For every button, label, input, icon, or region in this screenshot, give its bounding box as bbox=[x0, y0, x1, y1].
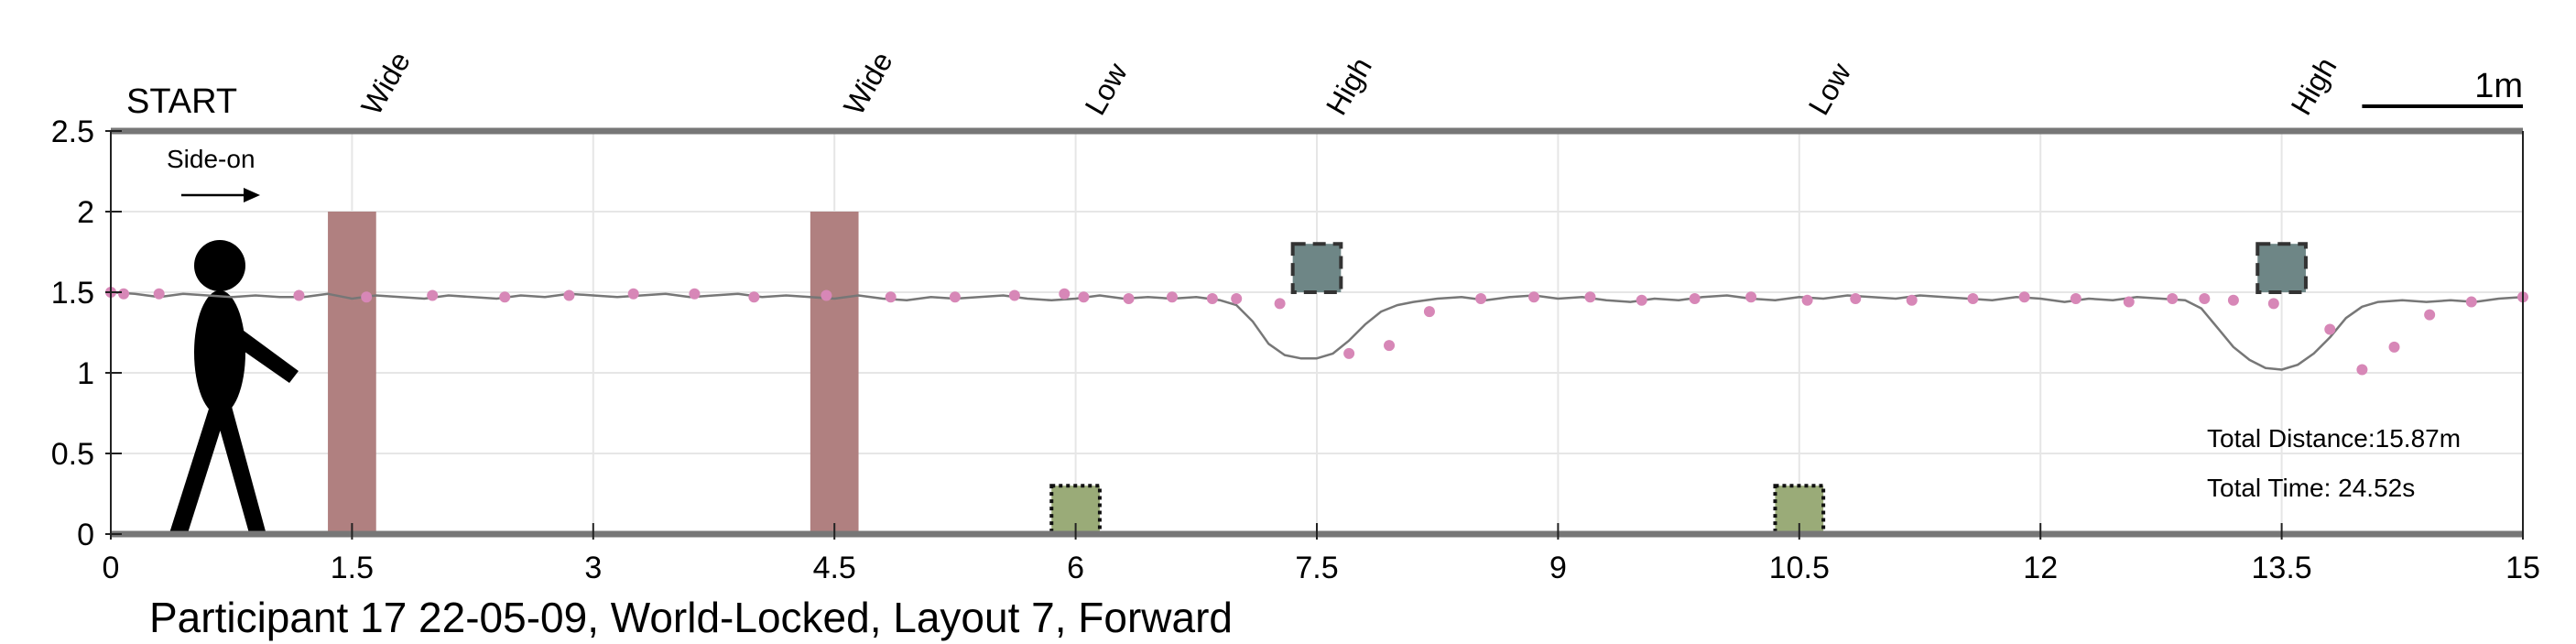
obstacle-high-5 bbox=[2255, 242, 2308, 295]
trajectory-marker-12 bbox=[885, 291, 897, 303]
trajectory-marker-7 bbox=[563, 289, 575, 301]
trajectory bbox=[110, 290, 2524, 371]
x-tick-label-0: 0 bbox=[103, 551, 120, 585]
trajectory-marker-16 bbox=[1078, 291, 1090, 303]
trajectory-markers bbox=[105, 287, 2528, 376]
trajectory-marker-11 bbox=[821, 289, 832, 301]
trajectory-marker-37 bbox=[2123, 296, 2135, 308]
x-tick-label-5: 7.5 bbox=[1295, 551, 1338, 585]
trajectory-marker-22 bbox=[1343, 347, 1355, 359]
trajectory-marker-15 bbox=[1059, 288, 1071, 300]
obstacle-label-1: Wide bbox=[837, 46, 899, 120]
trajectory-marker-17 bbox=[1123, 293, 1135, 305]
walker-icon bbox=[169, 240, 299, 533]
obstacle-label-0: Wide bbox=[354, 46, 417, 120]
x-tick-label-9: 13.5 bbox=[2252, 551, 2312, 585]
total-time-label: Total Time: 24.52s bbox=[2207, 474, 2415, 502]
trajectory-marker-34 bbox=[1967, 293, 1979, 305]
total-distance-label: Total Distance:15.87m bbox=[2207, 424, 2461, 453]
trajectory-marker-40 bbox=[2227, 294, 2239, 306]
trajectory-marker-44 bbox=[2388, 341, 2400, 353]
trajectory-marker-26 bbox=[1528, 291, 1540, 303]
x-tick-label-10: 15 bbox=[2505, 551, 2540, 585]
x-tick-label-1: 1.5 bbox=[331, 551, 374, 585]
obstacle-labels: Wide Wide Low High Low High bbox=[354, 46, 2342, 120]
trajectory-marker-9 bbox=[689, 288, 701, 300]
start-label: START bbox=[126, 82, 237, 121]
scale-bar-label: 1m bbox=[2474, 67, 2523, 105]
x-tick-label-6: 9 bbox=[1549, 551, 1567, 585]
direction-label: Side-on bbox=[167, 145, 255, 173]
trajectory-marker-23 bbox=[1384, 340, 1396, 352]
obstacle-label-2: Low bbox=[1078, 57, 1134, 121]
trajectory-marker-46 bbox=[2465, 296, 2477, 308]
y-tick-label-2: 1 bbox=[77, 356, 94, 391]
trajectory-marker-19 bbox=[1206, 293, 1218, 305]
chart-caption: Participant 17 22-05-09, World-Locked, L… bbox=[149, 594, 1233, 641]
trajectory-marker-14 bbox=[1008, 289, 1020, 301]
trajectory-marker-20 bbox=[1231, 293, 1243, 305]
trajectory-marker-41 bbox=[2267, 298, 2279, 310]
trajectory-marker-21 bbox=[1274, 298, 1286, 310]
trajectory-marker-29 bbox=[1689, 293, 1701, 305]
trajectory-marker-8 bbox=[627, 288, 639, 300]
y-tick-label-0: 0 bbox=[77, 518, 94, 552]
y-tick-label-4: 2 bbox=[77, 195, 94, 230]
trajectory-marker-31 bbox=[1801, 294, 1813, 306]
trajectory-marker-42 bbox=[2324, 323, 2336, 335]
trajectory-line bbox=[110, 290, 2524, 371]
y-ticks: 0 0.5 1 1.5 2 2.5 bbox=[51, 115, 122, 552]
trajectory-marker-27 bbox=[1584, 291, 1596, 303]
trajectory-marker-33 bbox=[1906, 294, 1918, 306]
x-ticks: 0 1.5 3 4.5 6 7.5 9 10.5 12 13.5 15 bbox=[103, 523, 2540, 585]
trajectory-marker-4 bbox=[361, 291, 373, 303]
obstacles bbox=[328, 212, 2308, 537]
y-tick-label-1: 0.5 bbox=[51, 437, 94, 472]
obstacle-label-4: Low bbox=[1802, 57, 1858, 121]
obstacle-wide-0 bbox=[328, 212, 376, 534]
trajectory-marker-3 bbox=[293, 289, 305, 301]
x-tick-label-8: 12 bbox=[2023, 551, 2058, 585]
grid bbox=[110, 130, 2524, 535]
obstacle-high-3 bbox=[1290, 242, 1343, 295]
trajectory-marker-45 bbox=[2424, 309, 2436, 321]
trajectory-marker-18 bbox=[1166, 291, 1178, 303]
x-tick-label-4: 6 bbox=[1067, 551, 1084, 585]
obstacle-label-3: High bbox=[1320, 52, 1378, 121]
obstacle-wide-1 bbox=[810, 212, 859, 534]
direction-arrow-icon bbox=[181, 188, 260, 202]
trajectory-marker-30 bbox=[1745, 291, 1757, 303]
obstacle-label-5: High bbox=[2284, 52, 2342, 121]
x-tick-label-3: 4.5 bbox=[813, 551, 856, 585]
trajectory-marker-2 bbox=[153, 288, 165, 300]
trajectory-marker-6 bbox=[499, 291, 511, 303]
trajectory-marker-25 bbox=[1475, 293, 1487, 305]
y-tick-label-5: 2.5 bbox=[51, 115, 94, 149]
trajectory-marker-43 bbox=[2356, 364, 2368, 376]
trajectory-marker-24 bbox=[1423, 306, 1435, 318]
trajectory-marker-5 bbox=[427, 289, 439, 301]
x-tick-label-7: 10.5 bbox=[1769, 551, 1830, 585]
trajectory-marker-38 bbox=[2167, 293, 2179, 305]
trajectory-marker-1 bbox=[118, 288, 130, 300]
trajectory-marker-36 bbox=[2070, 293, 2081, 305]
trajectory-marker-13 bbox=[949, 291, 961, 303]
y-tick-label-3: 1.5 bbox=[51, 276, 94, 311]
trajectory-marker-10 bbox=[748, 291, 760, 303]
x-tick-label-2: 3 bbox=[584, 551, 602, 585]
trajectory-marker-39 bbox=[2199, 293, 2211, 305]
trajectory-marker-32 bbox=[1850, 293, 1862, 305]
trajectory-marker-28 bbox=[1636, 294, 1647, 306]
trajectory-marker-35 bbox=[2018, 291, 2030, 303]
